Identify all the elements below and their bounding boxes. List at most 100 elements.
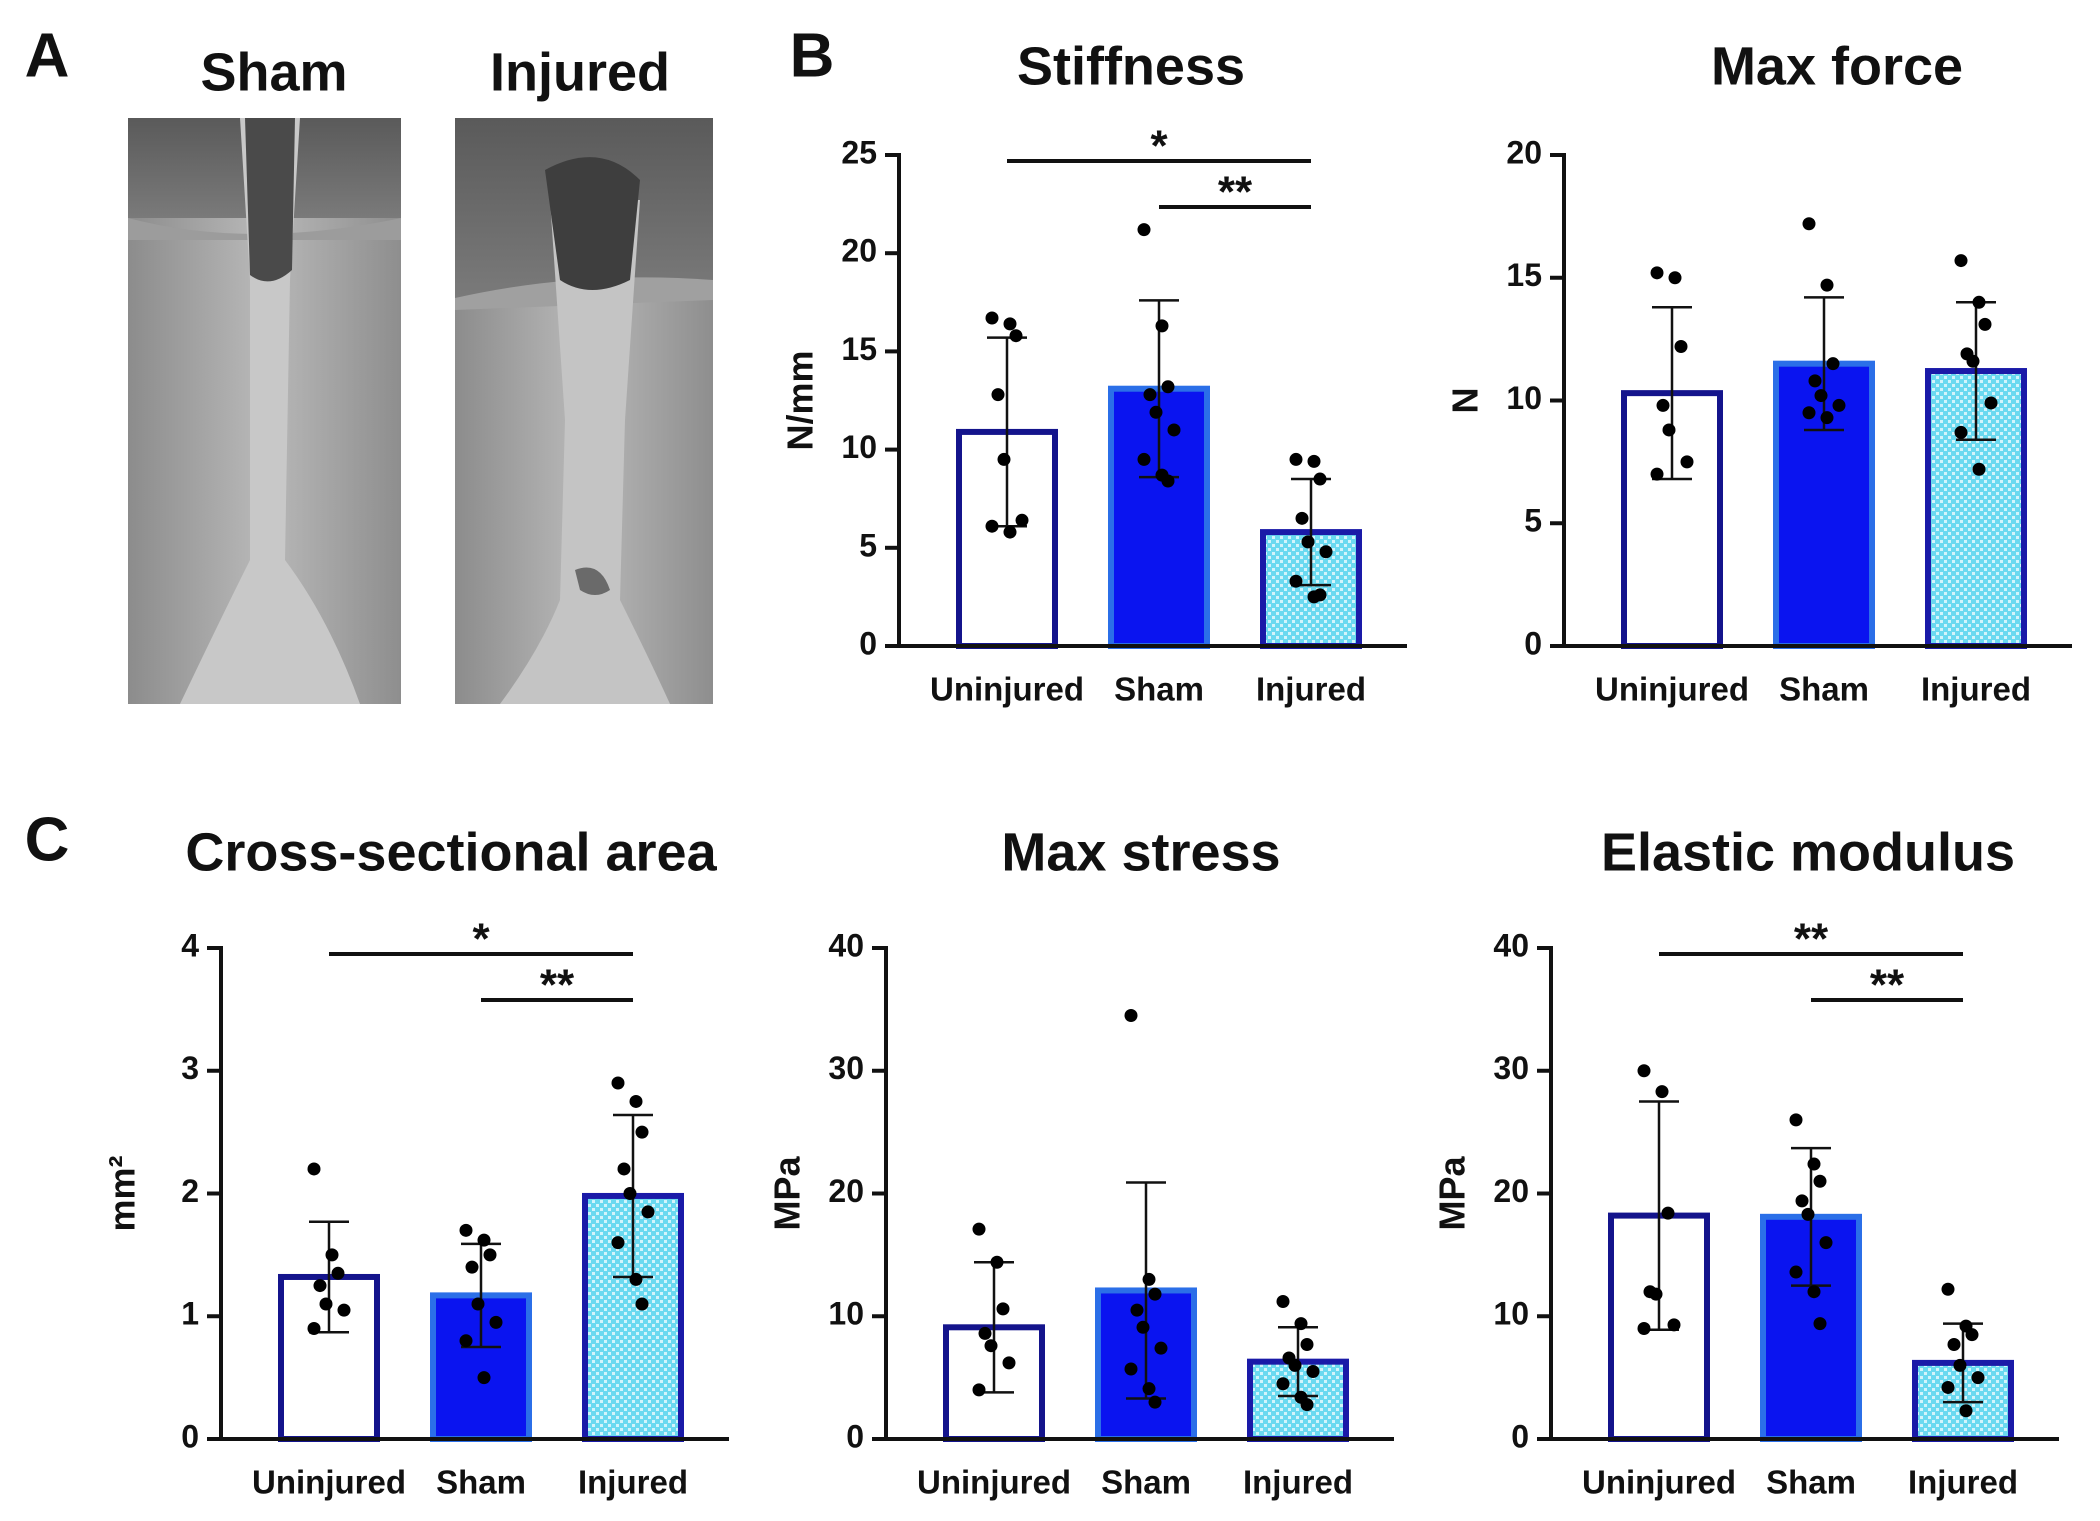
data-point [1295, 511, 1309, 525]
data-point [1814, 389, 1828, 403]
data-point [1136, 1320, 1150, 1334]
chart-title: Max stress [1001, 822, 1280, 882]
data-point [623, 1187, 637, 1200]
data-point [331, 1266, 345, 1280]
data-point [1674, 339, 1688, 353]
y-tick-label: 20 [828, 1173, 864, 1209]
data-point [337, 1303, 351, 1317]
data-point [459, 1223, 473, 1237]
x-tick-label: Uninjured [930, 671, 1084, 708]
data-point [1819, 1236, 1833, 1250]
y-tick-label: 0 [846, 1418, 864, 1454]
chart-title: Stiffness [1017, 36, 1245, 96]
data-point [1789, 1113, 1803, 1127]
y-tick-label: 20 [1493, 1173, 1529, 1209]
data-point [1813, 1174, 1827, 1188]
y-tick-label: 0 [1511, 1418, 1529, 1454]
y-axis-label: MPa [767, 1156, 808, 1231]
image-label: Sham [200, 42, 347, 102]
x-tick-label: Sham [1101, 1464, 1191, 1501]
significance-label: ** [1870, 961, 1905, 1010]
data-point [641, 1205, 655, 1219]
data-point [972, 1222, 986, 1236]
y-tick-label: 5 [859, 527, 877, 563]
data-point [1656, 398, 1670, 412]
data-point [984, 1339, 998, 1353]
panel-label: B [790, 21, 835, 90]
x-tick-label: Injured [1908, 1464, 2018, 1501]
data-point [1959, 1404, 1973, 1418]
y-tick-label: 5 [1524, 503, 1542, 539]
y-tick-label: 25 [841, 134, 877, 170]
data-point [635, 1125, 649, 1139]
panel-label: A [25, 21, 70, 90]
data-point [313, 1279, 327, 1293]
chart-title: Cross-sectional area [185, 822, 717, 882]
data-point [1137, 223, 1151, 237]
data-point [985, 519, 999, 533]
y-tick-label: 3 [181, 1050, 199, 1086]
data-point [1301, 535, 1315, 549]
data-point [1667, 1318, 1681, 1332]
panel-label: C [25, 805, 70, 874]
data-point [1637, 1064, 1651, 1078]
data-point [1154, 1341, 1168, 1355]
y-axis-label: MPa [1432, 1156, 1473, 1231]
data-point [985, 311, 999, 325]
data-point [1003, 317, 1017, 331]
data-point [477, 1371, 491, 1385]
data-point [307, 1162, 321, 1176]
x-tick-label: Injured [1256, 671, 1366, 708]
xray-injured [455, 118, 713, 704]
x-tick-label: Uninjured [917, 1464, 1071, 1501]
x-tick-label: Sham [1766, 1464, 1856, 1501]
data-point [1161, 380, 1175, 394]
data-point [1130, 1303, 1144, 1317]
data-point [1965, 1328, 1979, 1342]
data-point [1802, 217, 1816, 231]
data-point [1289, 452, 1303, 466]
data-point [1984, 396, 1998, 410]
data-point [996, 1302, 1010, 1316]
y-tick-label: 15 [1506, 257, 1542, 293]
data-point [1306, 1364, 1320, 1378]
data-point [1978, 317, 1992, 331]
y-tick-label: 40 [828, 927, 864, 963]
data-point [972, 1383, 986, 1397]
data-point [1294, 1317, 1308, 1331]
data-point [1662, 423, 1676, 437]
data-point [465, 1260, 479, 1274]
xray-sham [128, 118, 401, 704]
data-point [1661, 1206, 1675, 1220]
data-point [1826, 357, 1840, 371]
data-point [997, 452, 1011, 466]
data-point [991, 388, 1005, 402]
data-point [1820, 411, 1834, 425]
y-tick-label: 10 [1493, 1296, 1529, 1332]
data-point [1143, 388, 1157, 402]
data-point [1313, 588, 1327, 602]
data-point [319, 1297, 333, 1311]
data-point [1148, 1395, 1162, 1409]
significance-label: * [472, 915, 490, 964]
data-point [1972, 462, 1986, 476]
y-tick-label: 4 [181, 927, 199, 963]
y-tick-label: 30 [828, 1050, 864, 1086]
data-point [617, 1162, 631, 1176]
data-point [1167, 423, 1181, 437]
data-point [635, 1297, 649, 1311]
data-point [1289, 574, 1303, 588]
data-point [1276, 1377, 1290, 1391]
y-tick-label: 1 [181, 1296, 199, 1332]
significance-label: ** [1218, 168, 1253, 217]
data-point [1149, 405, 1163, 419]
data-point [1832, 398, 1846, 412]
data-point [990, 1255, 1004, 1269]
data-point [1313, 472, 1327, 486]
data-point [978, 1326, 992, 1340]
y-tick-label: 30 [1493, 1050, 1529, 1086]
significance-label: * [1150, 122, 1168, 171]
data-point [1015, 513, 1029, 527]
data-point [1954, 254, 1968, 268]
